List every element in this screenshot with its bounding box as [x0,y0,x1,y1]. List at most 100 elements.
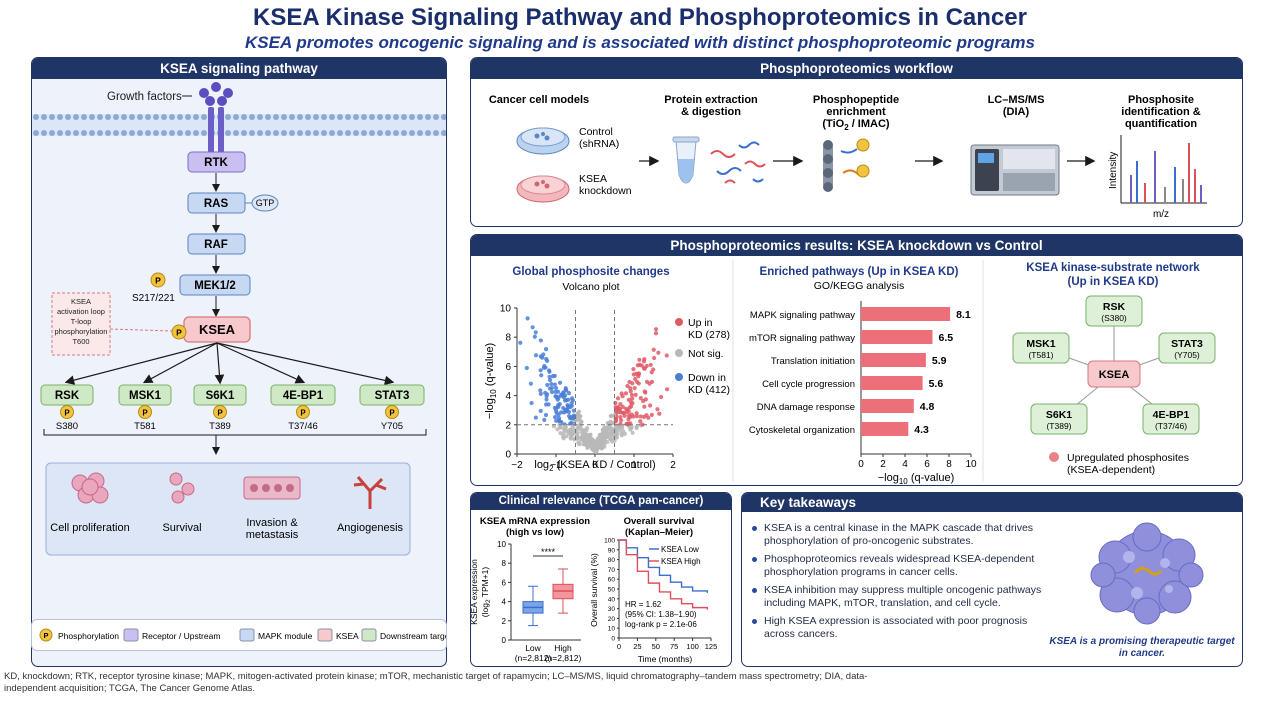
volcano-point [637,362,642,367]
volcano-point [544,397,549,402]
volcano-point [607,436,612,441]
boxplot-group-label: (n=2,812) [545,653,582,663]
outcome-icon [71,472,109,504]
volcano-point [568,435,573,440]
spectrum-x-label: m/z [1153,209,1169,220]
takeaway-item: Phosphoproteomics reveals widespread KSE… [752,553,1052,579]
km-x-tick: 50 [652,642,660,651]
pathway-value: 4.8 [920,401,935,413]
takeaways-caption: KSEA is a promising therapeutic target [1049,636,1235,647]
rtk-label: RTK [204,157,228,169]
legend-bar: P Phosphorylation Receptor / Upstream MAPK … [31,619,456,651]
volcano-point [642,404,647,409]
mek-phospho-icon [150,272,166,288]
network-center-label: KSEA [1099,369,1130,381]
volcano-point [592,439,597,445]
takeaway-item: KSEA inhibition may suppress multiple on… [752,584,1052,610]
network-node-site: (T37/46) [1155,421,1187,431]
volcano-point [529,400,534,406]
volcano-point [554,418,559,423]
knockdown-label: KSEA [579,173,607,185]
target-arrow [64,342,218,385]
volcano-point [532,334,537,339]
volcano-point [651,347,656,352]
volcano-point [553,408,559,413]
volcano-point [547,377,553,383]
volcano-point [664,353,669,358]
volcano-legend-label: Down in [688,372,726,384]
volcano-x-tick: −2 [511,460,523,471]
target-arrow [214,342,225,385]
target-site-label: T581 [134,421,156,432]
target-phospho-icon [138,405,152,419]
volcano-point [545,382,550,388]
legend-swatch [361,628,377,642]
volcano-point [590,443,595,448]
km-y-tick: 10 [608,626,616,633]
workflow-diagram: Cancer cell models Protein extraction& di… [489,94,1207,220]
volcano-y-tick: 6 [505,362,511,373]
volcano-point [581,428,586,433]
volcano-point [552,373,557,379]
ksea-note-text: T-loop [71,317,92,326]
target-label: S6K1 [206,390,235,402]
page-title: KSEA Kinase Signaling Pathway and Phosph… [253,4,1027,31]
workflow-panel-heading: Phosphoproteomics workflow [471,58,1242,79]
target-phospho-icon [213,405,227,419]
target-label: 4E-BP1 [283,390,324,402]
volcano-title: Global phosphosite changes [512,266,669,278]
pathway-name: Cytoskeletal organization [749,425,855,436]
boxplot-box [522,585,544,627]
boxplot-y-tick: 6 [502,578,507,587]
volcano-point [538,391,543,396]
volcano-point [644,363,649,369]
volcano-point [647,381,652,386]
volcano-point [564,434,569,439]
boxplot-y-tick: 10 [497,540,506,549]
pathways-x-tick: 2 [880,459,886,470]
km-y-tick: 100 [604,538,615,545]
control-dish-icon [516,127,570,155]
volcano-point [653,331,659,336]
volcano-point [553,385,559,391]
target-phospho-label: P [217,409,223,418]
volcano-point [542,417,547,423]
pathway-value: 4.3 [914,424,929,436]
volcano-point [620,394,625,399]
target-site-label: T37/46 [288,421,318,432]
ras-label: RAS [204,198,229,210]
volcano-legend-label: Not sig. [688,348,724,360]
clinical-panel-heading: Clinical relevance (TCGA pan-cancer) [471,493,731,510]
volcano-y-tick: 8 [505,333,511,344]
volcano-point [549,389,555,395]
outcome-label: Angiogenesis [337,522,404,534]
volcano-point [528,381,533,386]
ksea-phospho-label: P [176,328,182,338]
volcano-subtitle: Volcano plot [562,281,619,293]
volcano-point [653,327,659,332]
target-phospho-label: P [64,409,70,418]
volcano-point [598,445,603,450]
pathway-value: 8.1 [956,309,971,321]
volcano-point [556,416,562,421]
cell-membrane [32,114,446,136]
pathway-name: Translation initiation [771,356,855,367]
boxplot-group-label: (n=2,812) [515,653,552,663]
workflow-step-title: Cancer cell models [489,94,589,106]
mass-spectrum-icon [1120,135,1207,204]
ksea-label: KSEA [199,322,236,337]
boxplot-y-tick: 0 [502,636,507,645]
ksea-note-text: T600 [72,337,89,346]
legend-label: MAPK module [258,631,313,641]
km-title: Overall survival [624,516,695,527]
pathway-name: DNA damage response [757,402,855,413]
volcano-point [574,418,579,423]
network-node-label: MSK1 [1026,338,1055,350]
volcano-point [539,373,544,378]
network-legend-dot [1049,452,1059,462]
raf-label: RAF [204,239,228,251]
volcano-point [549,381,554,387]
volcano-point [642,389,647,394]
workflow-step-title: Phosphopeptide [813,94,899,106]
volcano-point [585,445,590,451]
